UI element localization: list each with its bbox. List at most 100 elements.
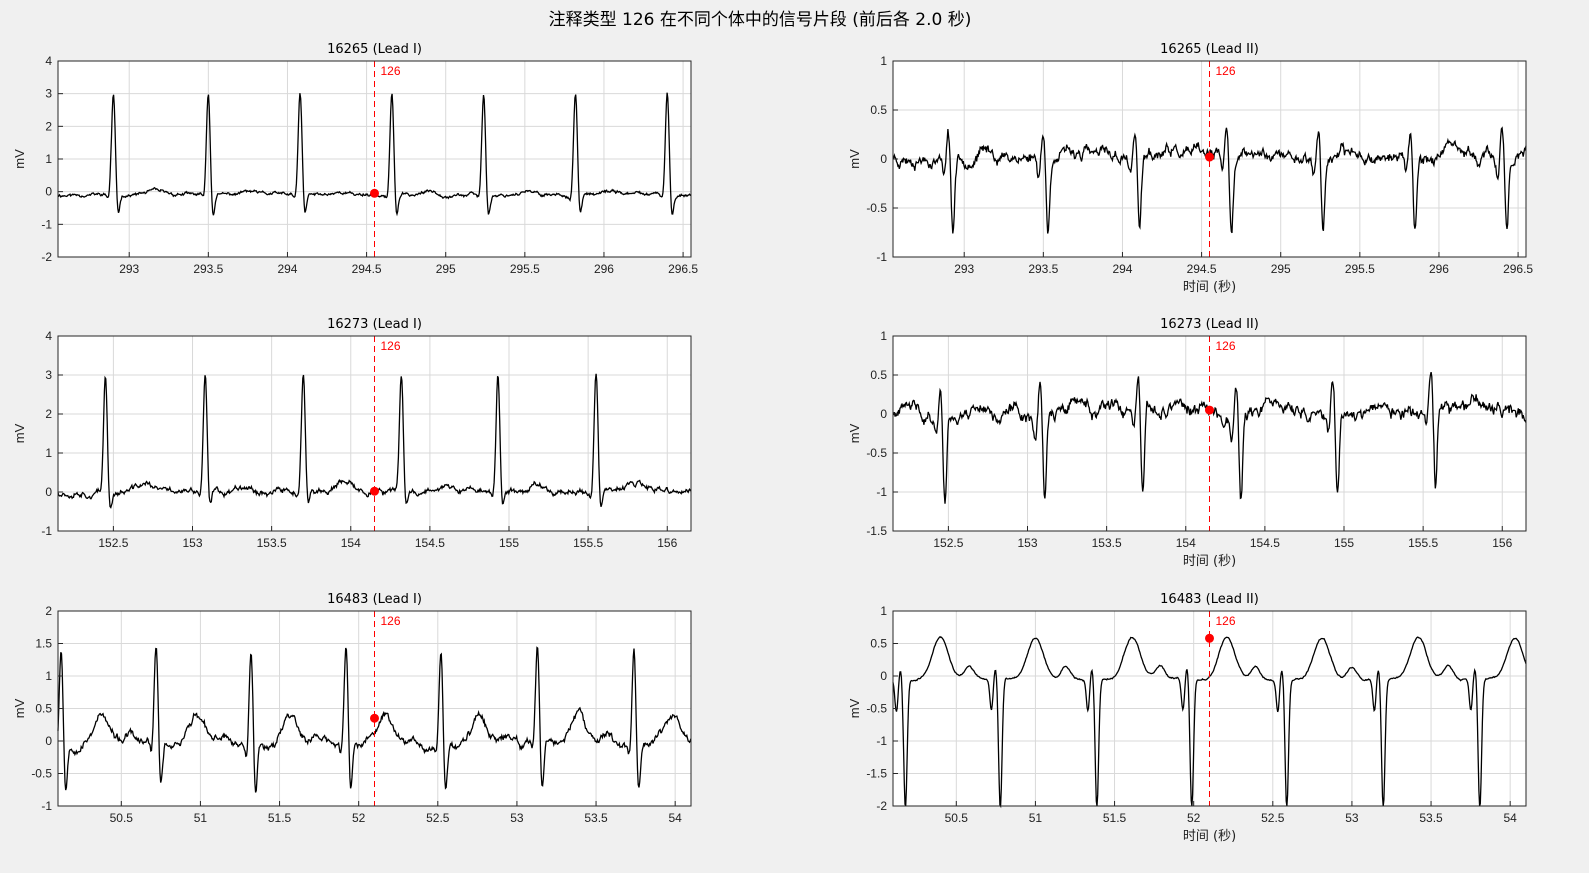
- x-tick-label: 52: [1187, 811, 1201, 825]
- x-tick-label: 295.5: [1345, 262, 1375, 276]
- x-tick-label: 51: [194, 811, 208, 825]
- annotation-point: [370, 188, 379, 198]
- x-tick-label: 153: [182, 536, 202, 550]
- y-tick-label: 0: [45, 485, 52, 499]
- x-tick-label: 51.5: [1103, 811, 1127, 825]
- x-tick-label: 53.5: [584, 811, 608, 825]
- x-tick-label: 154.5: [415, 536, 445, 550]
- x-tick-label: 294.5: [1187, 262, 1217, 276]
- y-tick-label: -1: [876, 734, 887, 748]
- annotation-point: [370, 486, 379, 496]
- y-tick-label: 1: [880, 329, 887, 343]
- figure-title: 注释类型 126 在不同个体中的信号片段 (前后各 2.0 秒): [549, 10, 972, 30]
- x-tick-label: 153.5: [257, 536, 287, 550]
- subplot-title: 16265 (Lead II): [1160, 42, 1259, 57]
- y-tick-label: -2: [876, 799, 887, 813]
- y-tick-label: -1: [876, 485, 887, 499]
- subplot-title: 16265 (Lead I): [327, 42, 422, 57]
- subplot-title: 16483 (Lead II): [1160, 592, 1259, 607]
- x-tick-label: 52.5: [1261, 811, 1285, 825]
- subplot-title: 16273 (Lead I): [327, 317, 422, 332]
- y-tick-label: 0: [880, 669, 887, 683]
- x-tick-label: 54: [668, 811, 682, 825]
- annotation-label: 126: [1216, 339, 1236, 353]
- annotation-point: [1205, 152, 1214, 162]
- y-axis-label: mV: [847, 149, 862, 169]
- annotation-label: 126: [381, 339, 401, 353]
- annotation-point: [1205, 405, 1214, 415]
- x-tick-label: 294.5: [352, 262, 382, 276]
- y-tick-label: -1: [41, 799, 52, 813]
- x-axis-label: 时间 (秒): [1183, 829, 1236, 844]
- y-tick-label: 0.5: [870, 368, 887, 382]
- y-tick-label: 1: [880, 604, 887, 618]
- x-tick-label: 296.5: [1503, 262, 1533, 276]
- subplot-2: 126 293 293.5 294 294.5 295 295.5 296 296.5 -1 -0.…: [847, 42, 1533, 295]
- x-tick-label: 153.5: [1092, 536, 1122, 550]
- subplot-6: 126 50.5 51 51.5 52 52.5 53 53.5 54 -2 -1.5 -1 -0.5 0…: [847, 592, 1527, 844]
- annotation-point: [1205, 633, 1214, 643]
- x-tick-label: 294: [277, 262, 297, 276]
- x-tick-label: 295.5: [510, 262, 540, 276]
- y-tick-label: -1: [876, 250, 887, 264]
- x-tick-label: 53: [510, 811, 524, 825]
- y-tick-label: 3: [45, 87, 52, 101]
- y-axis-label: mV: [12, 149, 27, 169]
- x-tick-label: 155: [1334, 536, 1354, 550]
- x-tick-label: 51: [1029, 811, 1043, 825]
- x-axis-label: 时间 (秒): [1183, 280, 1236, 295]
- subplot-3: 126 152.5 153 153.5 154 154.5 155 155.5 156 -1 0 1 2…: [12, 317, 692, 550]
- y-tick-label: -1: [41, 524, 52, 538]
- axes-frame: [57, 335, 692, 532]
- annotation-label: 126: [381, 64, 401, 78]
- y-tick-label: 2: [45, 604, 52, 618]
- subplot-1: 126 293 293.5 294 294.5 295 295.5 296 296.5 -2 -1 0…: [12, 42, 698, 276]
- y-tick-label: 0.5: [870, 103, 887, 117]
- x-tick-label: 156: [1492, 536, 1512, 550]
- x-tick-label: 53.5: [1419, 811, 1443, 825]
- x-tick-label: 296: [1429, 262, 1449, 276]
- x-tick-label: 53: [1345, 811, 1359, 825]
- y-tick-label: 0: [45, 185, 52, 199]
- x-tick-label: 152.5: [98, 536, 128, 550]
- x-tick-label: 295: [436, 262, 456, 276]
- x-tick-label: 295: [1271, 262, 1291, 276]
- y-tick-label: 1: [45, 669, 52, 683]
- y-tick-label: 4: [45, 329, 52, 343]
- y-axis-label: mV: [847, 423, 862, 443]
- y-tick-label: -0.5: [866, 446, 887, 460]
- y-tick-label: 1: [880, 54, 887, 68]
- x-tick-label: 155.5: [573, 536, 603, 550]
- x-tick-label: 155.5: [1408, 536, 1438, 550]
- subplot-title: 16483 (Lead I): [327, 592, 422, 607]
- y-tick-label: -1.5: [866, 524, 887, 538]
- y-tick-label: -1.5: [866, 767, 887, 781]
- y-axis-label: mV: [12, 698, 27, 718]
- annotation-label: 126: [1216, 614, 1236, 628]
- x-tick-label: 154: [1176, 536, 1196, 550]
- x-tick-label: 296: [594, 262, 614, 276]
- x-tick-label: 52.5: [426, 811, 450, 825]
- x-tick-label: 153: [1017, 536, 1037, 550]
- y-tick-label: 3: [45, 368, 52, 382]
- y-tick-label: 2: [45, 407, 52, 421]
- y-tick-label: 1: [45, 152, 52, 166]
- subplot-4: 126 152.5 153 153.5 154 154.5 155 155.5 156 -1.5 -…: [847, 317, 1527, 569]
- x-axis-label: 时间 (秒): [1183, 554, 1236, 569]
- y-tick-label: 0: [45, 734, 52, 748]
- x-tick-label: 293.5: [1028, 262, 1058, 276]
- y-tick-label: -0.5: [31, 767, 52, 781]
- x-tick-label: 293: [119, 262, 139, 276]
- annotation-label: 126: [1216, 64, 1236, 78]
- y-tick-label: 1.5: [35, 637, 52, 651]
- x-tick-label: 296.5: [668, 262, 698, 276]
- y-tick-label: 1: [45, 446, 52, 460]
- y-tick-label: 0: [880, 407, 887, 421]
- y-axis-label: mV: [847, 698, 862, 718]
- x-tick-label: 294: [1112, 262, 1132, 276]
- y-tick-label: 0.5: [35, 702, 52, 716]
- x-tick-label: 54: [1503, 811, 1517, 825]
- y-tick-label: -1: [41, 217, 52, 231]
- y-tick-label: 4: [45, 54, 52, 68]
